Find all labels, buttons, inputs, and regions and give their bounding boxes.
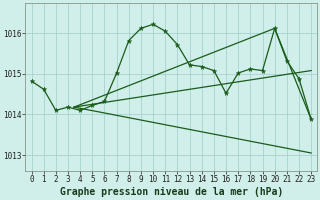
X-axis label: Graphe pression niveau de la mer (hPa): Graphe pression niveau de la mer (hPa) (60, 187, 283, 197)
